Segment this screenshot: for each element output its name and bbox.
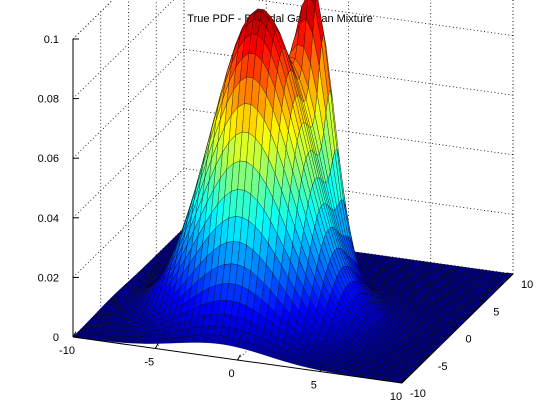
z-gridline: [72, 0, 114, 40]
x-tick: [401, 377, 406, 384]
x-tick-label: 5: [311, 380, 317, 392]
y-tick-label: 0: [466, 334, 472, 346]
y-tick: [395, 381, 403, 384]
x-tick-label: 0: [228, 368, 234, 380]
x-tick: [237, 354, 241, 361]
x-tick: [154, 343, 159, 349]
y-tick-label: -10: [410, 388, 426, 400]
axes: -10 -5 0 5 10 -10 -5 0 5 10 0 0.02 0.04 0.06 0.08 0.1: [38, 34, 534, 403]
z-tick-label: 0.06: [38, 153, 59, 165]
x-tick: [72, 331, 77, 338]
z-tick-label: 0.08: [38, 94, 59, 106]
x-tick-label: -10: [59, 345, 75, 357]
y-tick: [451, 327, 458, 329]
y-tick-label: -5: [438, 361, 448, 373]
y-tick-label: 10: [521, 279, 533, 291]
z-tick-label: 0.02: [38, 272, 59, 284]
y-tick-label: 5: [493, 306, 499, 318]
z-tick-label: 0: [53, 332, 59, 344]
y-tick: [506, 272, 514, 275]
y-tick: [423, 354, 430, 357]
y-tick: [479, 299, 486, 302]
x-tick: [319, 366, 324, 372]
z-tick-label: 0.1: [44, 34, 59, 46]
z-tick-label: 0.04: [38, 213, 59, 225]
x-tick-label: 10: [390, 391, 402, 403]
surface: [72, 0, 514, 384]
x-tick-label: -5: [144, 357, 154, 369]
chart-title: True PDF - Bimodal Gaussian Mixture: [187, 13, 373, 25]
